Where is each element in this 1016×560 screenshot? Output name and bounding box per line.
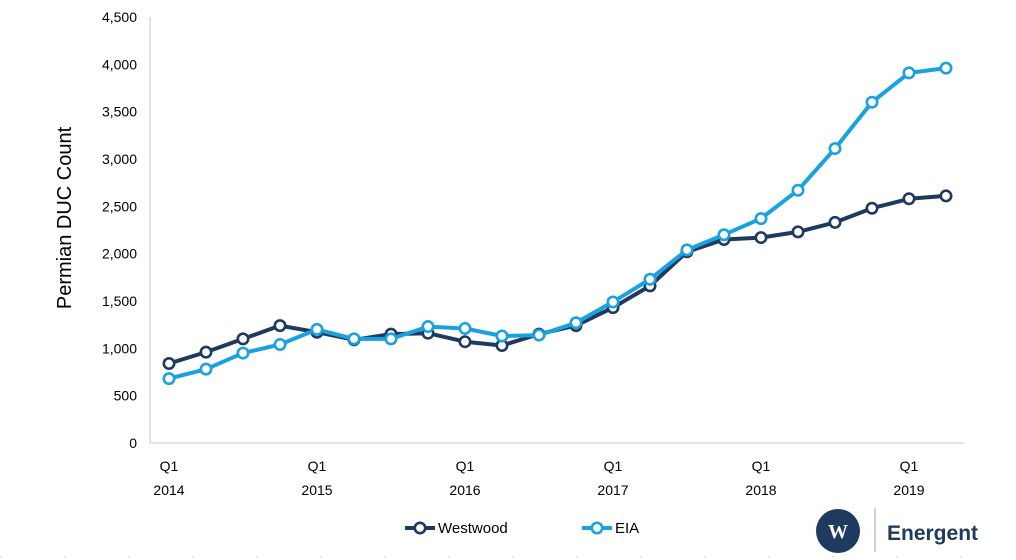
y-tick-label: 4,000	[102, 56, 137, 72]
x-tick-label-year: 2017	[597, 482, 628, 498]
data-point-westwood	[865, 201, 879, 215]
x-tick-label-quarter: Q1	[456, 458, 475, 474]
legend-swatch-marker	[590, 521, 604, 535]
x-tick-label-year: 2014	[153, 482, 184, 498]
data-point-westwood	[902, 192, 916, 206]
y-tick-label: 500	[114, 388, 138, 404]
data-point-eia	[273, 338, 287, 352]
x-tick-label-quarter: Q1	[752, 458, 771, 474]
data-point-eia	[236, 346, 250, 360]
legend-label: Westwood	[438, 520, 508, 537]
data-point-eia	[310, 322, 324, 336]
series-eia	[162, 61, 953, 386]
y-tick-label: 0	[129, 435, 137, 451]
data-point-eia	[680, 243, 694, 257]
data-point-eia	[532, 328, 546, 342]
data-point-eia	[162, 372, 176, 386]
brand-name: Energent	[887, 522, 978, 545]
data-point-eia	[458, 321, 472, 335]
legend-item-westwood: Westwood	[405, 520, 508, 537]
y-tick-label: 3,000	[102, 151, 137, 167]
series-line-eia	[167, 66, 948, 381]
data-point-westwood	[828, 215, 842, 229]
brand-logo-circle-icon	[816, 509, 860, 553]
y-axis-title-group: Permian DUC Count	[54, 126, 76, 309]
brand-logo-letter: W	[828, 521, 848, 543]
y-tick-label: 1,000	[102, 340, 137, 356]
x-tick-label-quarter: Q1	[308, 458, 327, 474]
y-tick-label: 1,500	[102, 293, 137, 309]
data-point-eia	[902, 66, 916, 80]
x-tick-label-year: 2019	[893, 482, 924, 498]
x-tick-label-year: 2018	[745, 482, 776, 498]
y-tick-label: 2,000	[102, 246, 137, 262]
y-axis-label: Permian DUC Count	[54, 126, 76, 309]
data-point-eia	[865, 95, 879, 109]
y-tick-label: 3,500	[102, 104, 137, 120]
x-tick-label-quarter: Q1	[604, 458, 623, 474]
legend-label: EIA	[615, 520, 639, 537]
data-point-eia	[606, 295, 620, 309]
legend: Westwood EIA	[405, 520, 639, 537]
x-tick-label-year: 2016	[449, 482, 480, 498]
data-point-westwood	[939, 189, 953, 203]
data-point-westwood	[236, 332, 250, 346]
data-point-eia	[939, 61, 953, 75]
x-tick-label-quarter: Q1	[160, 458, 179, 474]
data-point-westwood	[754, 231, 768, 245]
y-tick-label: 2,500	[102, 198, 137, 214]
data-point-westwood	[199, 345, 213, 359]
data-point-eia	[495, 329, 509, 343]
legend-item-eia: EIA	[582, 520, 639, 537]
y-tick-labels: 0 500 1,000 1,500 2,000 2,500 3,000 3,500 4,000 4…	[102, 9, 137, 451]
x-tick-labels: Q1 2014 Q1 2015 Q1 2016 Q1 2017 Q1 2018 Q1 2019	[153, 458, 924, 498]
series-layer	[162, 61, 953, 386]
data-point-eia	[791, 183, 805, 197]
data-point-eia	[643, 272, 657, 286]
data-point-westwood	[458, 335, 472, 349]
x-tick-label-quarter: Q1	[900, 458, 919, 474]
data-point-eia	[347, 332, 361, 346]
data-point-eia	[717, 228, 731, 242]
data-point-eia	[199, 362, 213, 376]
data-point-eia	[828, 142, 842, 156]
data-point-eia	[384, 332, 398, 346]
x-tick-label-year: 2015	[301, 482, 332, 498]
legend-swatch-marker	[413, 521, 427, 535]
y-tick-label: 4,500	[102, 9, 137, 25]
data-point-eia	[569, 316, 583, 330]
data-point-westwood	[273, 319, 287, 333]
data-point-westwood	[791, 225, 805, 239]
data-point-eia	[421, 320, 435, 334]
data-point-westwood	[162, 356, 176, 370]
data-point-eia	[754, 212, 768, 226]
brand-logo: W Energent	[816, 508, 978, 553]
